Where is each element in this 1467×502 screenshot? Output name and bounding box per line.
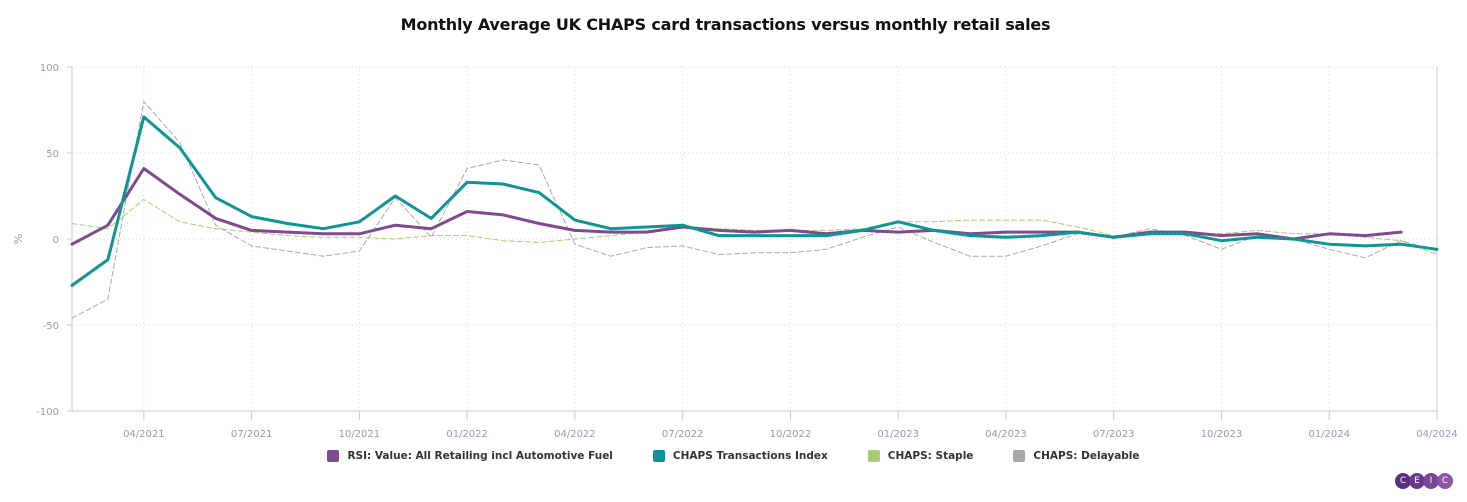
x-tick-label: 10/2021 <box>339 429 381 440</box>
logo-letter: E <box>1409 473 1425 489</box>
logo-letter: I <box>1423 473 1439 489</box>
legend-item-rsi[interactable]: RSI: Value: All Retailing incl Automotiv… <box>327 450 613 462</box>
chart-title: Monthly Average UK CHAPS card transactio… <box>400 15 1051 34</box>
x-tick-label: 07/2022 <box>662 429 704 440</box>
legend-item-chaps-delayable[interactable]: CHAPS: Delayable <box>1013 450 1140 462</box>
x-tick-label: 04/2023 <box>985 429 1027 440</box>
y-tick-label: 100 <box>40 63 59 74</box>
series-lines <box>70 100 1439 319</box>
axes <box>67 66 1438 420</box>
x-tick-label: 01/2024 <box>1308 429 1350 440</box>
y-tick-label: 50 <box>46 149 59 160</box>
legend-label: CHAPS Transactions Index <box>672 450 828 462</box>
legend-item-chaps-index[interactable]: CHAPS Transactions Index <box>652 450 828 462</box>
series-line-chaps-staple <box>71 198 1438 255</box>
legend-swatch <box>1013 450 1026 462</box>
y-axis-label: % <box>12 234 25 244</box>
legend: RSI: Value: All Retailing incl Automotiv… <box>0 450 1467 462</box>
ceic-logo: C E I C <box>1395 473 1453 489</box>
legend-label: CHAPS: Staple <box>887 450 974 462</box>
x-tick-label: 04/2022 <box>554 429 596 440</box>
logo-letter: C <box>1437 473 1453 489</box>
x-tick-label: 01/2022 <box>446 429 488 440</box>
x-tick-label: 04/2021 <box>123 429 165 440</box>
legend-swatch <box>652 450 665 462</box>
legend-label: RSI: Value: All Retailing incl Automotiv… <box>347 450 613 462</box>
series-line-chaps-delayable <box>71 100 1438 319</box>
legend-item-chaps-staple[interactable]: CHAPS: Staple <box>867 450 974 462</box>
legend-label: CHAPS: Delayable <box>1033 450 1140 462</box>
y-tick-label: 0 <box>53 235 59 246</box>
logo-letter: C <box>1395 473 1411 489</box>
axis-labels: 100 50 0 -50 -100 04/2021 07/2021 10/2021 01/202… <box>12 63 1458 440</box>
x-tick-label: 10/2023 <box>1201 429 1243 440</box>
x-tick-label: 07/2023 <box>1093 429 1135 440</box>
legend-swatch <box>867 450 880 462</box>
x-tick-label: 01/2023 <box>877 429 919 440</box>
x-tick-label: 10/2022 <box>770 429 812 440</box>
legend-swatch <box>327 450 340 462</box>
series-line-chaps-transactions-index <box>70 115 1439 287</box>
series-line-rsi-value-all-retailing-incl-automotive-fuel <box>70 167 1403 246</box>
y-tick-label: -100 <box>36 407 59 418</box>
x-tick-label: 07/2021 <box>231 429 273 440</box>
y-tick-label: -50 <box>43 321 59 332</box>
x-tick-label: 04/2024 <box>1416 429 1458 440</box>
